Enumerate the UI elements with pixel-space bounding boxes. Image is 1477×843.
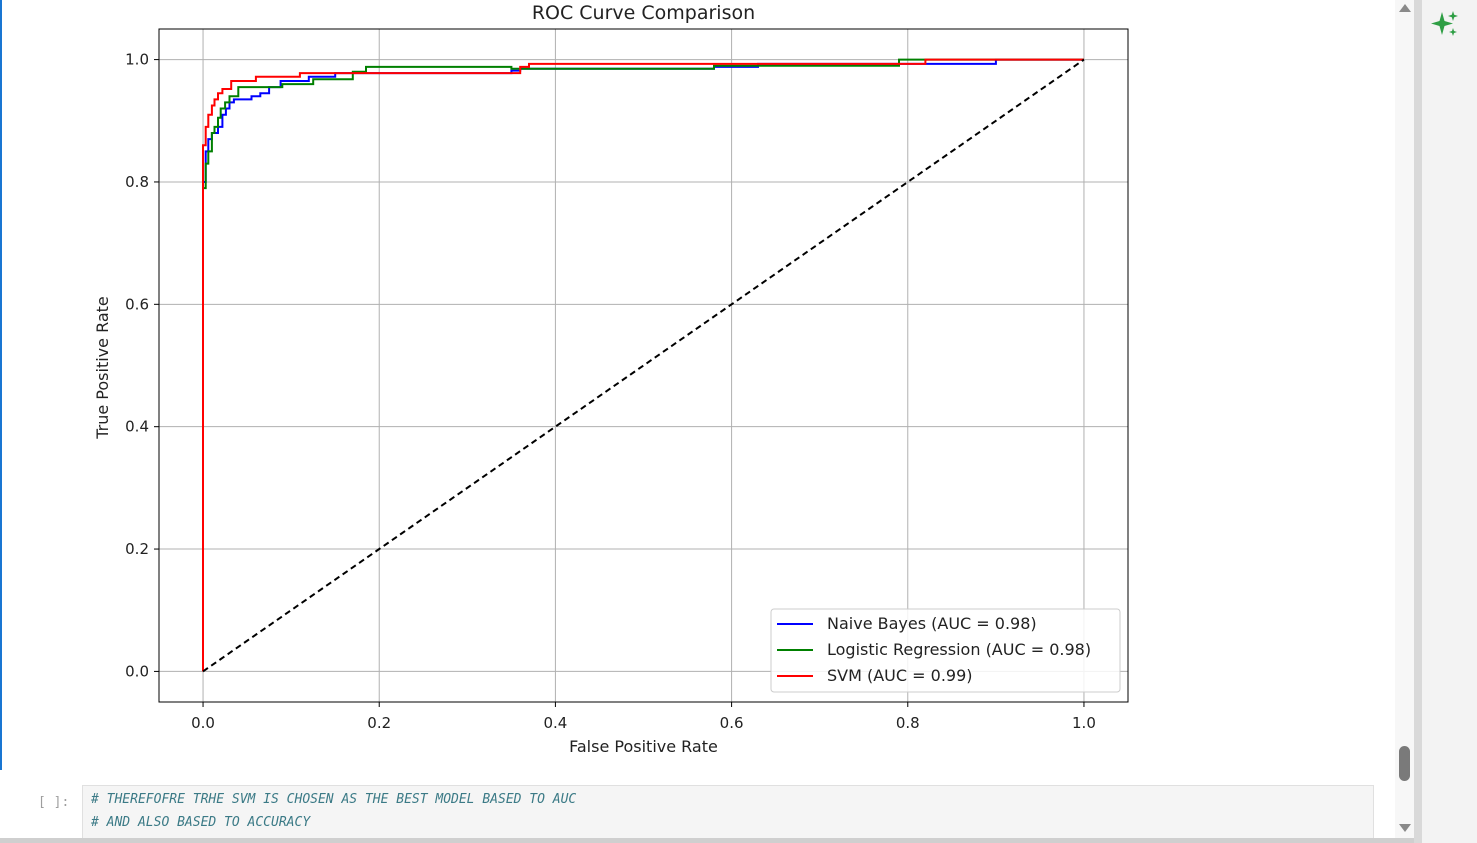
status-bar-edge [0, 838, 1414, 843]
x-tick-label: 0.8 [896, 714, 920, 732]
chart-ticks: 0.0 0.2 0.4 0.6 0.8 1.0 0.0 0.2 0.4 0.6 0.8 1.0 [125, 51, 1096, 732]
panel-divider[interactable] [1414, 0, 1422, 843]
y-axis-label: True Positive Rate [93, 296, 112, 440]
code-cell[interactable]: [ ]: # THEREFOFRE TRHE SVM IS CHOSEN AS … [0, 778, 1395, 843]
roc-chart: 0.0 0.2 0.4 0.6 0.8 1.0 0.0 0.2 0.4 0.6 0.8 1.0 ROC… [93, 2, 1129, 756]
legend-box [770, 608, 1121, 693]
chart-series-layer [202, 58, 1085, 673]
right-sidebar [1422, 0, 1477, 843]
y-tick-label: 0.4 [125, 418, 149, 436]
y-tick-label: 0.0 [125, 662, 149, 680]
active-cell-indicator [0, 0, 2, 770]
scroll-down-arrow-icon[interactable] [1399, 824, 1411, 832]
x-tick-label: 1.0 [1072, 714, 1096, 732]
chart-legend: Naive Bayes (AUC = 0.98) Logistic Regress… [770, 608, 1121, 693]
roc-series-line-1 [202, 58, 1084, 672]
roc-series-line-2 [202, 58, 1084, 672]
sparkle-icon[interactable] [1430, 8, 1460, 40]
x-tick-label: 0.6 [720, 714, 744, 732]
x-tick-label: 0.2 [367, 714, 391, 732]
scrollbar-thumb[interactable] [1399, 746, 1410, 781]
vertical-scrollbar[interactable] [1395, 0, 1414, 838]
code-editor[interactable]: # THEREFOFRE TRHE SVM IS CHOSEN AS THE B… [82, 785, 1374, 843]
cell-output-area: 0.0 0.2 0.4 0.6 0.8 1.0 0.0 0.2 0.4 0.6 0.8 1.0 ROC… [2, 0, 1395, 772]
y-tick-label: 0.8 [125, 173, 149, 191]
legend-entry: Naive Bayes (AUC = 0.98) [827, 614, 1037, 633]
code-comment-line[interactable]: # THEREFOFRE TRHE SVM IS CHOSEN AS THE B… [91, 792, 577, 807]
y-tick-label: 0.2 [125, 540, 149, 558]
cell-prompt: [ ]: [38, 795, 70, 810]
scroll-up-arrow-icon[interactable] [1399, 4, 1411, 12]
chart-title: ROC Curve Comparison [532, 2, 755, 24]
y-tick-label: 1.0 [125, 51, 149, 69]
y-tick-label: 0.6 [125, 295, 149, 313]
legend-entry: SVM (AUC = 0.99) [827, 666, 973, 685]
x-axis-label: False Positive Rate [569, 737, 718, 756]
code-comment-line[interactable]: # AND ALSO BASED TO ACCURACY [91, 815, 311, 830]
legend-entry: Logistic Regression (AUC = 0.98) [827, 640, 1091, 659]
x-tick-label: 0.0 [191, 714, 215, 732]
chance-line [202, 58, 1085, 673]
x-tick-label: 0.4 [543, 714, 567, 732]
plot-frame [158, 28, 1129, 703]
